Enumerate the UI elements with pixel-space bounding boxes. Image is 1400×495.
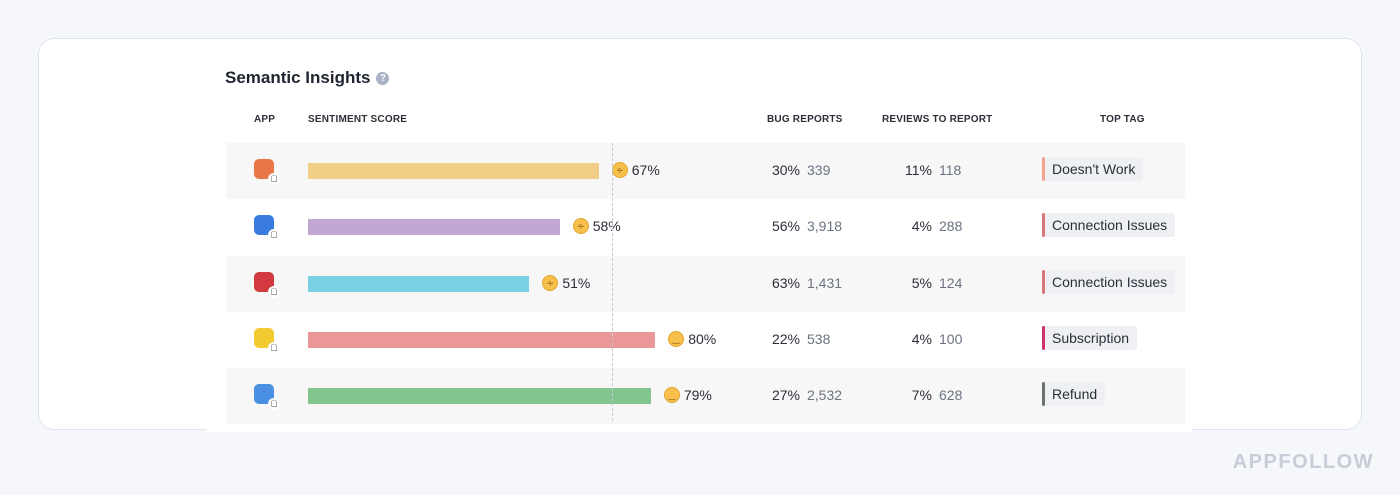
sentiment-score: ‿ 79% — [663, 387, 712, 404]
reviews-to-report-count: 124 — [939, 274, 963, 291]
header-bug-reports[interactable]: BUG REPORTS — [767, 114, 843, 125]
header-sentiment[interactable]: SENTIMENT SCORE — [308, 114, 408, 125]
slightly-smiling-face-icon: ‿ — [668, 330, 685, 347]
apple-store-icon:  — [268, 398, 280, 411]
sentiment-bar — [308, 163, 599, 179]
header-app[interactable]: APP — [254, 114, 276, 125]
tag-color-stripe — [1042, 269, 1045, 294]
sentiment-score: ∻ 51% — [542, 274, 591, 291]
bug-reports-count: 3,918 — [807, 218, 843, 235]
tag-color-stripe — [1042, 157, 1045, 181]
sentiment-bar — [308, 219, 560, 236]
slightly-smiling-face-icon: ‿ — [663, 387, 680, 404]
reviews-to-report-percent: 5% — [911, 274, 932, 291]
sentiment-score: ∻ 58% — [572, 218, 621, 235]
tag-color-stripe — [1042, 325, 1045, 350]
confused-face-icon: ∻ — [611, 162, 628, 178]
sentiment-bar — [308, 275, 530, 292]
title-text: Semantic Insights — [225, 68, 371, 87]
bug-reports-percent: 30% — [771, 162, 800, 178]
score-label: 51% — [562, 274, 591, 291]
reviews-to-report-percent: 4% — [911, 330, 932, 347]
score-label: 67% — [631, 162, 660, 178]
reviews-to-report-percent: 7% — [911, 387, 932, 404]
sentiment-bar — [308, 331, 656, 348]
tag-color-stripe — [1042, 213, 1045, 238]
tag-label: Doesn't Work — [1052, 161, 1136, 177]
reviews-to-report-count: 288 — [939, 218, 963, 235]
top-tag-badge[interactable]: Refund — [1042, 382, 1106, 407]
table-row[interactable]:  ∻ 67% 30% 339 11% 118 Doesn't Work — [226, 143, 1185, 199]
apple-store-icon:  — [268, 285, 280, 298]
reviews-to-report-count: 628 — [939, 387, 963, 404]
sentiment-bar — [308, 388, 651, 405]
tag-label: Subscription — [1052, 329, 1130, 346]
section-title: Semantic Insights ? — [225, 68, 390, 88]
reviews-to-report-percent: 11% — [905, 162, 932, 178]
apple-store-icon:  — [268, 229, 280, 242]
reviews-to-report-count: 118 — [939, 162, 962, 178]
confused-face-icon: ∻ — [572, 218, 589, 235]
table-row[interactable]:  ‿ 79% 27% 2,532 7% 628 Refund — [226, 368, 1185, 425]
top-tag-badge[interactable]: Doesn't Work — [1042, 157, 1144, 181]
bug-reports-count: 538 — [807, 330, 831, 347]
tag-color-stripe — [1042, 382, 1045, 407]
question-circle-icon[interactable]: ? — [376, 71, 390, 85]
header-top-tag[interactable]: TOP TAG — [1100, 114, 1145, 125]
sentiment-score: ∻ 67% — [611, 162, 660, 178]
top-tag-badge[interactable]: Connection Issues — [1042, 213, 1176, 238]
threshold-line — [611, 143, 613, 421]
top-tag-badge[interactable]: Connection Issues — [1042, 269, 1176, 294]
bug-reports-count: 339 — [807, 162, 831, 178]
top-tag-badge[interactable]: Subscription — [1042, 325, 1138, 350]
bug-reports-percent: 27% — [771, 387, 800, 404]
bug-reports-percent: 22% — [771, 330, 800, 347]
bug-reports-count: 1,431 — [807, 274, 843, 291]
table-row[interactable]:  ∻ 58% 56% 3,918 4% 288 Connection Issu… — [226, 199, 1185, 255]
confused-face-icon: ∻ — [542, 274, 559, 291]
tag-label: Connection Issues — [1052, 217, 1168, 234]
tag-label: Refund — [1052, 386, 1098, 403]
bug-reports-percent: 63% — [771, 274, 800, 291]
appfollow-logo: APPFOLLOW — [1232, 451, 1374, 473]
score-label: 79% — [683, 387, 712, 404]
score-label: 80% — [688, 330, 717, 347]
apple-store-icon:  — [268, 173, 280, 185]
score-label: 58% — [592, 218, 621, 235]
apple-store-icon:  — [268, 341, 280, 354]
tag-label: Connection Issues — [1052, 273, 1168, 290]
table-row[interactable]:  ‿ 80% 22% 538 4% 100 Subscription — [226, 312, 1185, 368]
header-reviews-to-report[interactable]: REVIEWS TO REPORT — [882, 114, 993, 125]
table-row[interactable]:  ∻ 51% 63% 1,431 5% 124 Connection Issu… — [226, 255, 1185, 312]
bug-reports-percent: 56% — [771, 218, 800, 235]
reviews-to-report-percent: 4% — [911, 218, 932, 235]
reviews-to-report-count: 100 — [939, 330, 963, 347]
bug-reports-count: 2,532 — [807, 387, 843, 404]
sentiment-score: ‿ 80% — [668, 330, 717, 347]
